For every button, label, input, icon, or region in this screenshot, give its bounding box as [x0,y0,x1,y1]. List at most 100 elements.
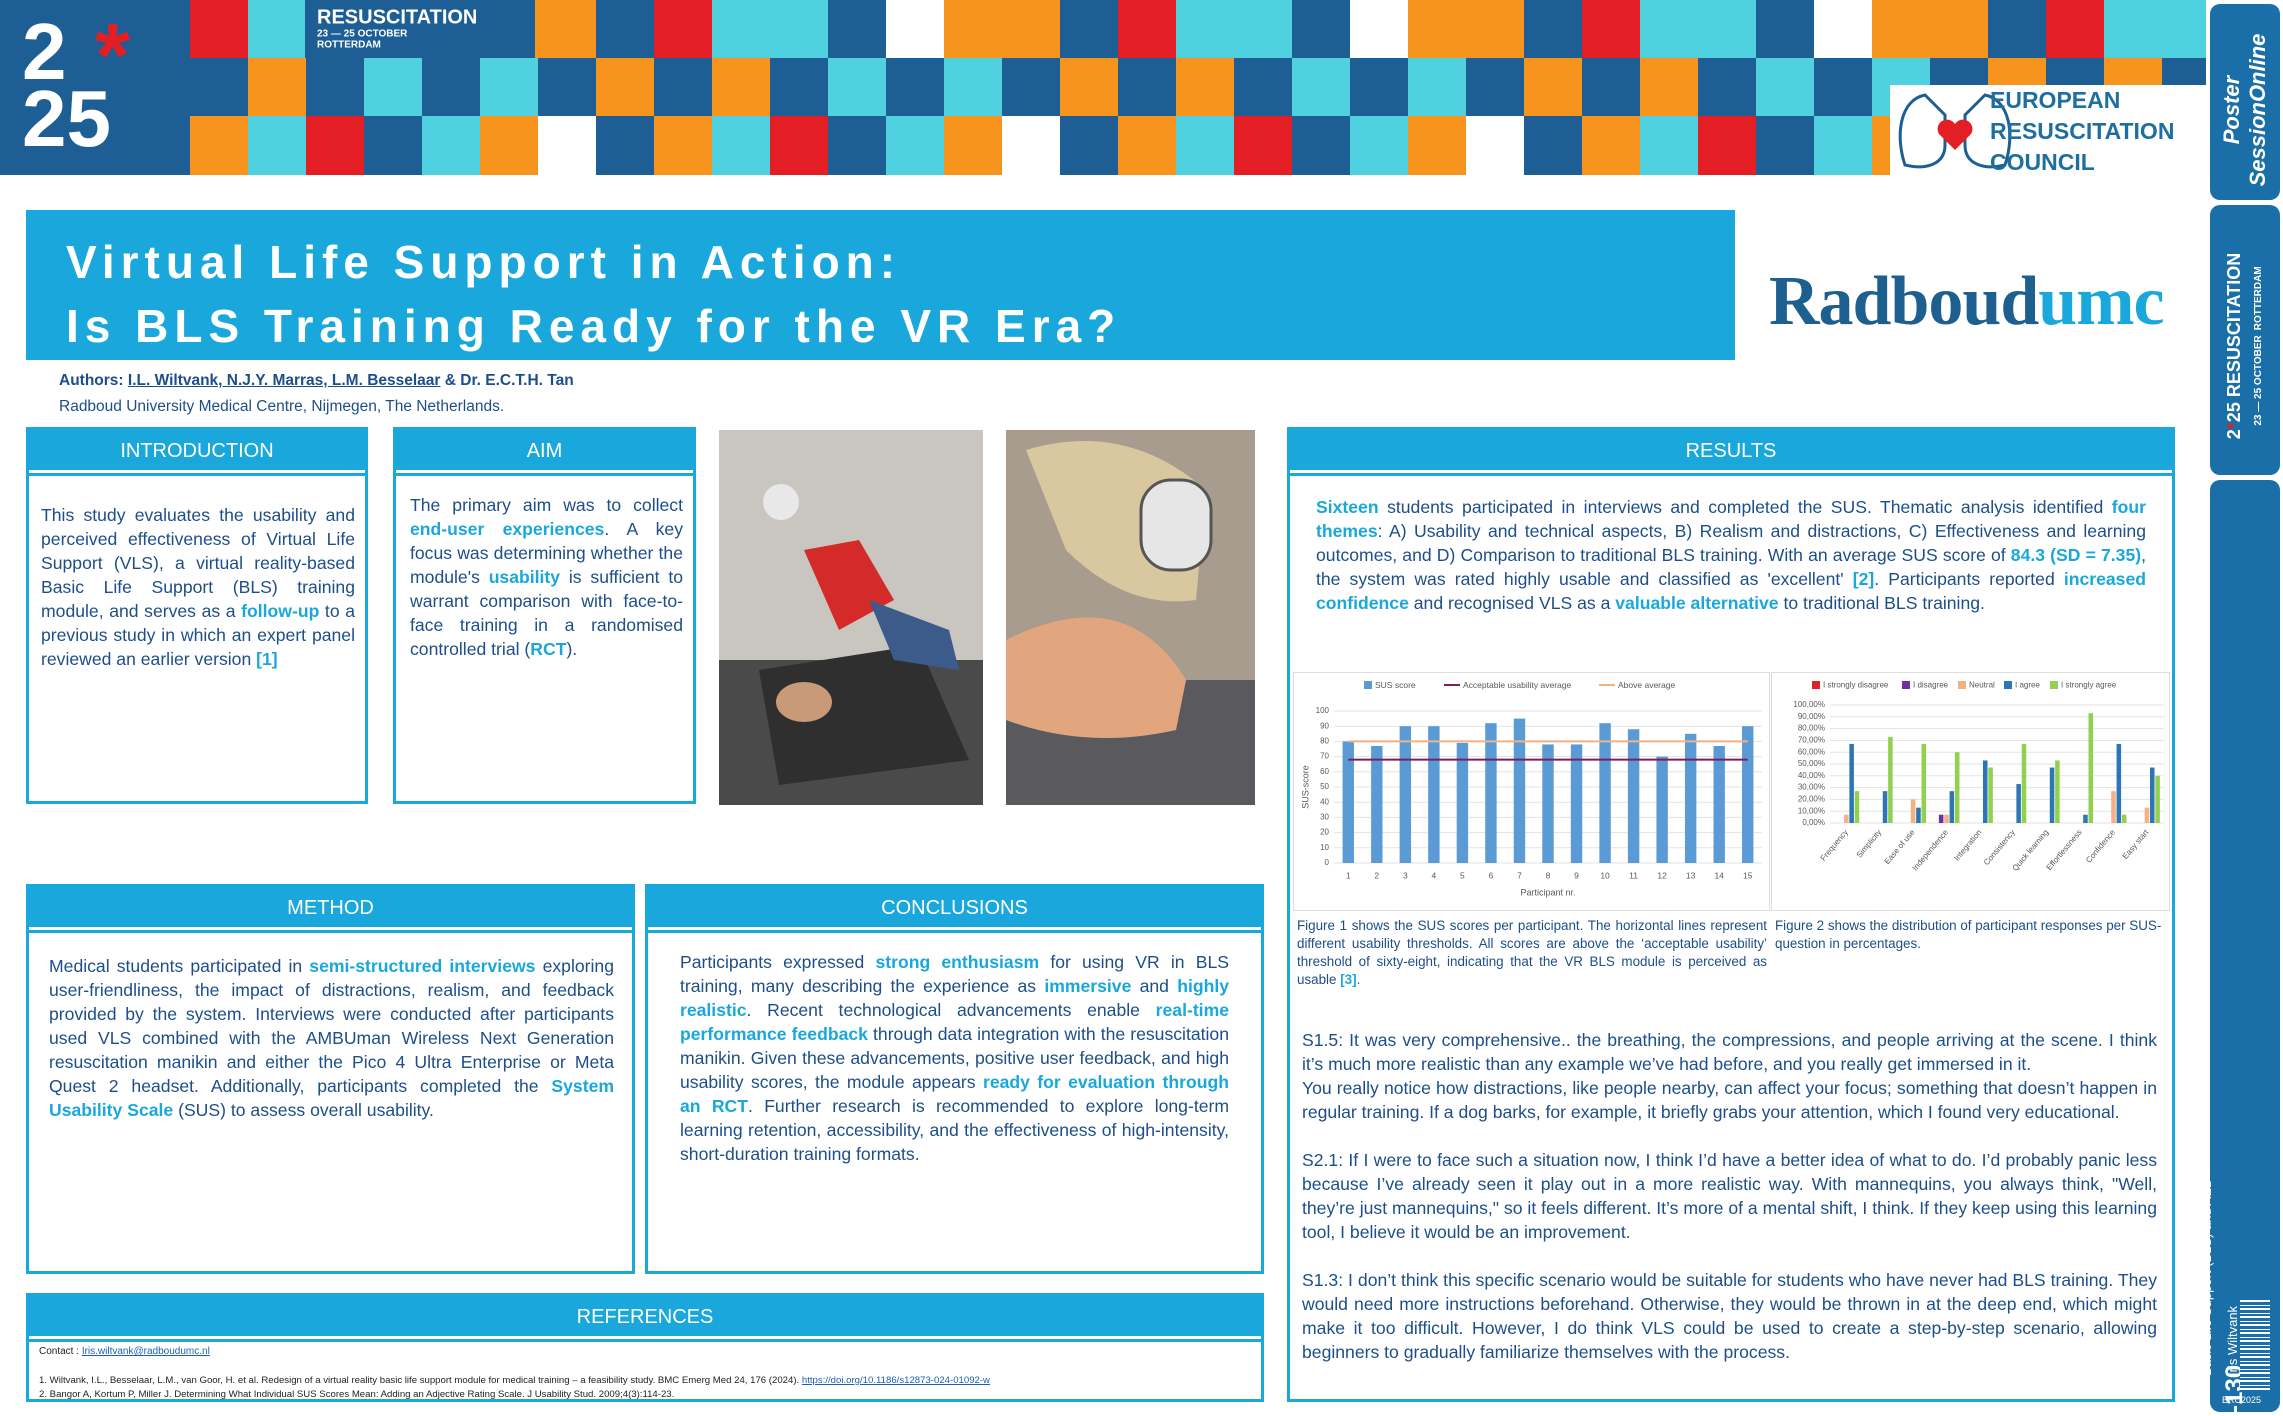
banner-tile [596,58,654,117]
year-left: 2 [22,7,67,96]
y-tick-label: 10,00% [1798,806,1825,815]
sidebar-event: 2*25 RESUSCITATION 23 — 25 OCTOBER ROTTER… [2224,211,2266,481]
bar [1599,723,1611,863]
erc-line: EUROPEAN [1990,87,2120,113]
text-run: for using VR in BLS training, many descr… [680,952,1230,996]
banner-tile [654,0,712,59]
section-heading: RESULTS [1290,430,2172,473]
x-tick-label: Integration [1952,828,1983,863]
x-tick-label: 11 [1629,870,1638,880]
x-tick-label: Simplicity [1855,828,1884,860]
y-tick-label: 60,00% [1798,747,1825,756]
banner-tile [1118,0,1176,59]
text-run: Figure 2 shows the distribution of parti… [1775,918,2162,951]
x-tick-label: 7 [1517,870,1522,880]
y-tick-label: 70,00% [1798,736,1825,745]
section-heading: REFERENCES [29,1296,1261,1339]
text-run: . A key focus was determining whether th… [410,519,683,587]
title: Virtual Life Support in Action: Is BLS Tr… [66,230,1121,358]
y-tick-label: 0,00% [1802,818,1825,827]
figure-caption: Figure 1 shows the SUS scores per partic… [1297,917,1767,989]
section-body: Sixteen students participated in intervi… [1290,473,2172,615]
banner-tile [1698,116,1756,175]
banner-tile [364,116,422,175]
bar [1982,760,1988,823]
legend-label: I strongly disagree [1823,681,1889,690]
bar [1916,807,1921,823]
legend-swatch [1812,681,1820,689]
bar [1428,726,1440,863]
figure-2: 0,00% 10,00% 20,00% 30,00% 40,00% 50,00% 60,00… [1771,672,2170,911]
x-tick-label: Consistency [1982,828,2017,867]
text-run: The primary aim was to collect [410,495,683,515]
x-tick-label: Ease of use [1883,827,1917,866]
bar [2149,767,2155,823]
photo-jeans [869,600,959,670]
x-tick-label: 3 [1403,870,1408,880]
legend-swatch [2050,681,2058,689]
banner-tile [1060,0,1118,59]
y-tick-label: 40,00% [1798,771,1825,780]
banner-tile [1002,58,1060,117]
photo-shirt [804,540,894,630]
banner-tile [828,116,886,175]
text-run: Contact : [39,1346,82,1357]
text-run: . Recent technological advancements enab… [746,1000,1156,1020]
author-rest: & Dr. E.C.T.H. Tan [444,372,574,389]
banner-tile [480,58,538,117]
bar [2049,767,2055,823]
highlight: four themes [1316,497,2146,541]
banner-tile [712,0,770,59]
y-tick-label: 30,00% [1798,783,1825,792]
y-axis-label: SUS-score [1300,765,1310,809]
banner-tile [654,116,712,175]
bar [1513,718,1526,863]
banner-tile [1176,116,1234,175]
quote-paragraph: S1.3: I don’t think this specific scenar… [1302,1270,2157,1362]
quote: S1.3: I don’t think this specific scenar… [1302,1268,2157,1364]
banner-tile [1582,0,1640,59]
sidebar: Poster SessionOnline 2*25 RESUSCITATION 2… [2199,0,2283,1416]
figure-caption: Figure 2 shows the distribution of parti… [1775,917,2167,953]
text-run: . Further research is recommended to exp… [680,1096,1230,1164]
results-box: RESULTS Sixteen students participated in… [1287,427,2175,1402]
title-line: Is BLS Training Ready for the VR Era? [66,300,1122,352]
photo-headset [763,484,799,520]
legend-label: I agree [2015,681,2040,690]
text-run: : A) Usability and technical aspects, B)… [1316,521,2146,565]
banner-tile [1002,116,1060,175]
banner-tile [2162,0,2206,59]
banner-tile [1698,0,1756,59]
banner-tile [886,116,944,175]
highlight: end-user experiences [410,519,605,539]
y-tick-label: 20 [1320,828,1329,837]
highlight: highly realistic [680,976,1230,1020]
event-city: ROTTERDAM [317,40,381,51]
photo-training [719,430,983,805]
logo-accent: umc [2038,263,2164,340]
bar [1910,799,1916,823]
highlight: Sixteen [1316,497,1379,517]
x-tick-label: 12 [1657,870,1667,880]
y-tick-label: 20,00% [1798,795,1825,804]
text-run: 1. Wiltvank, I.L., Besselaar, L.M., van … [39,1375,802,1386]
banner-tile [886,58,944,117]
banner-tile [596,0,654,59]
radboud-logo: Radboudumc [1769,262,2165,342]
banner-tile [1524,116,1582,175]
banner-tile [1466,58,1524,117]
banner-tile [422,58,480,117]
banner-tile [422,116,480,175]
event-name: RESUSCITATION [2224,252,2244,398]
legend-label: SUS score [1375,680,1416,690]
quote-paragraph: S2.1: If I were to face such a situation… [1302,1150,2157,1242]
banner-tile [1756,58,1814,117]
banner-tile [2046,0,2104,59]
banner-tile [1408,58,1466,117]
bar [1371,745,1383,863]
bar [2121,814,2127,823]
text-run: . Participants reported [1874,569,2064,589]
logo-main: Radboud [1769,263,2039,340]
x-tick-label: 14 [1714,870,1724,880]
y-tick-label: 70 [1320,752,1329,761]
